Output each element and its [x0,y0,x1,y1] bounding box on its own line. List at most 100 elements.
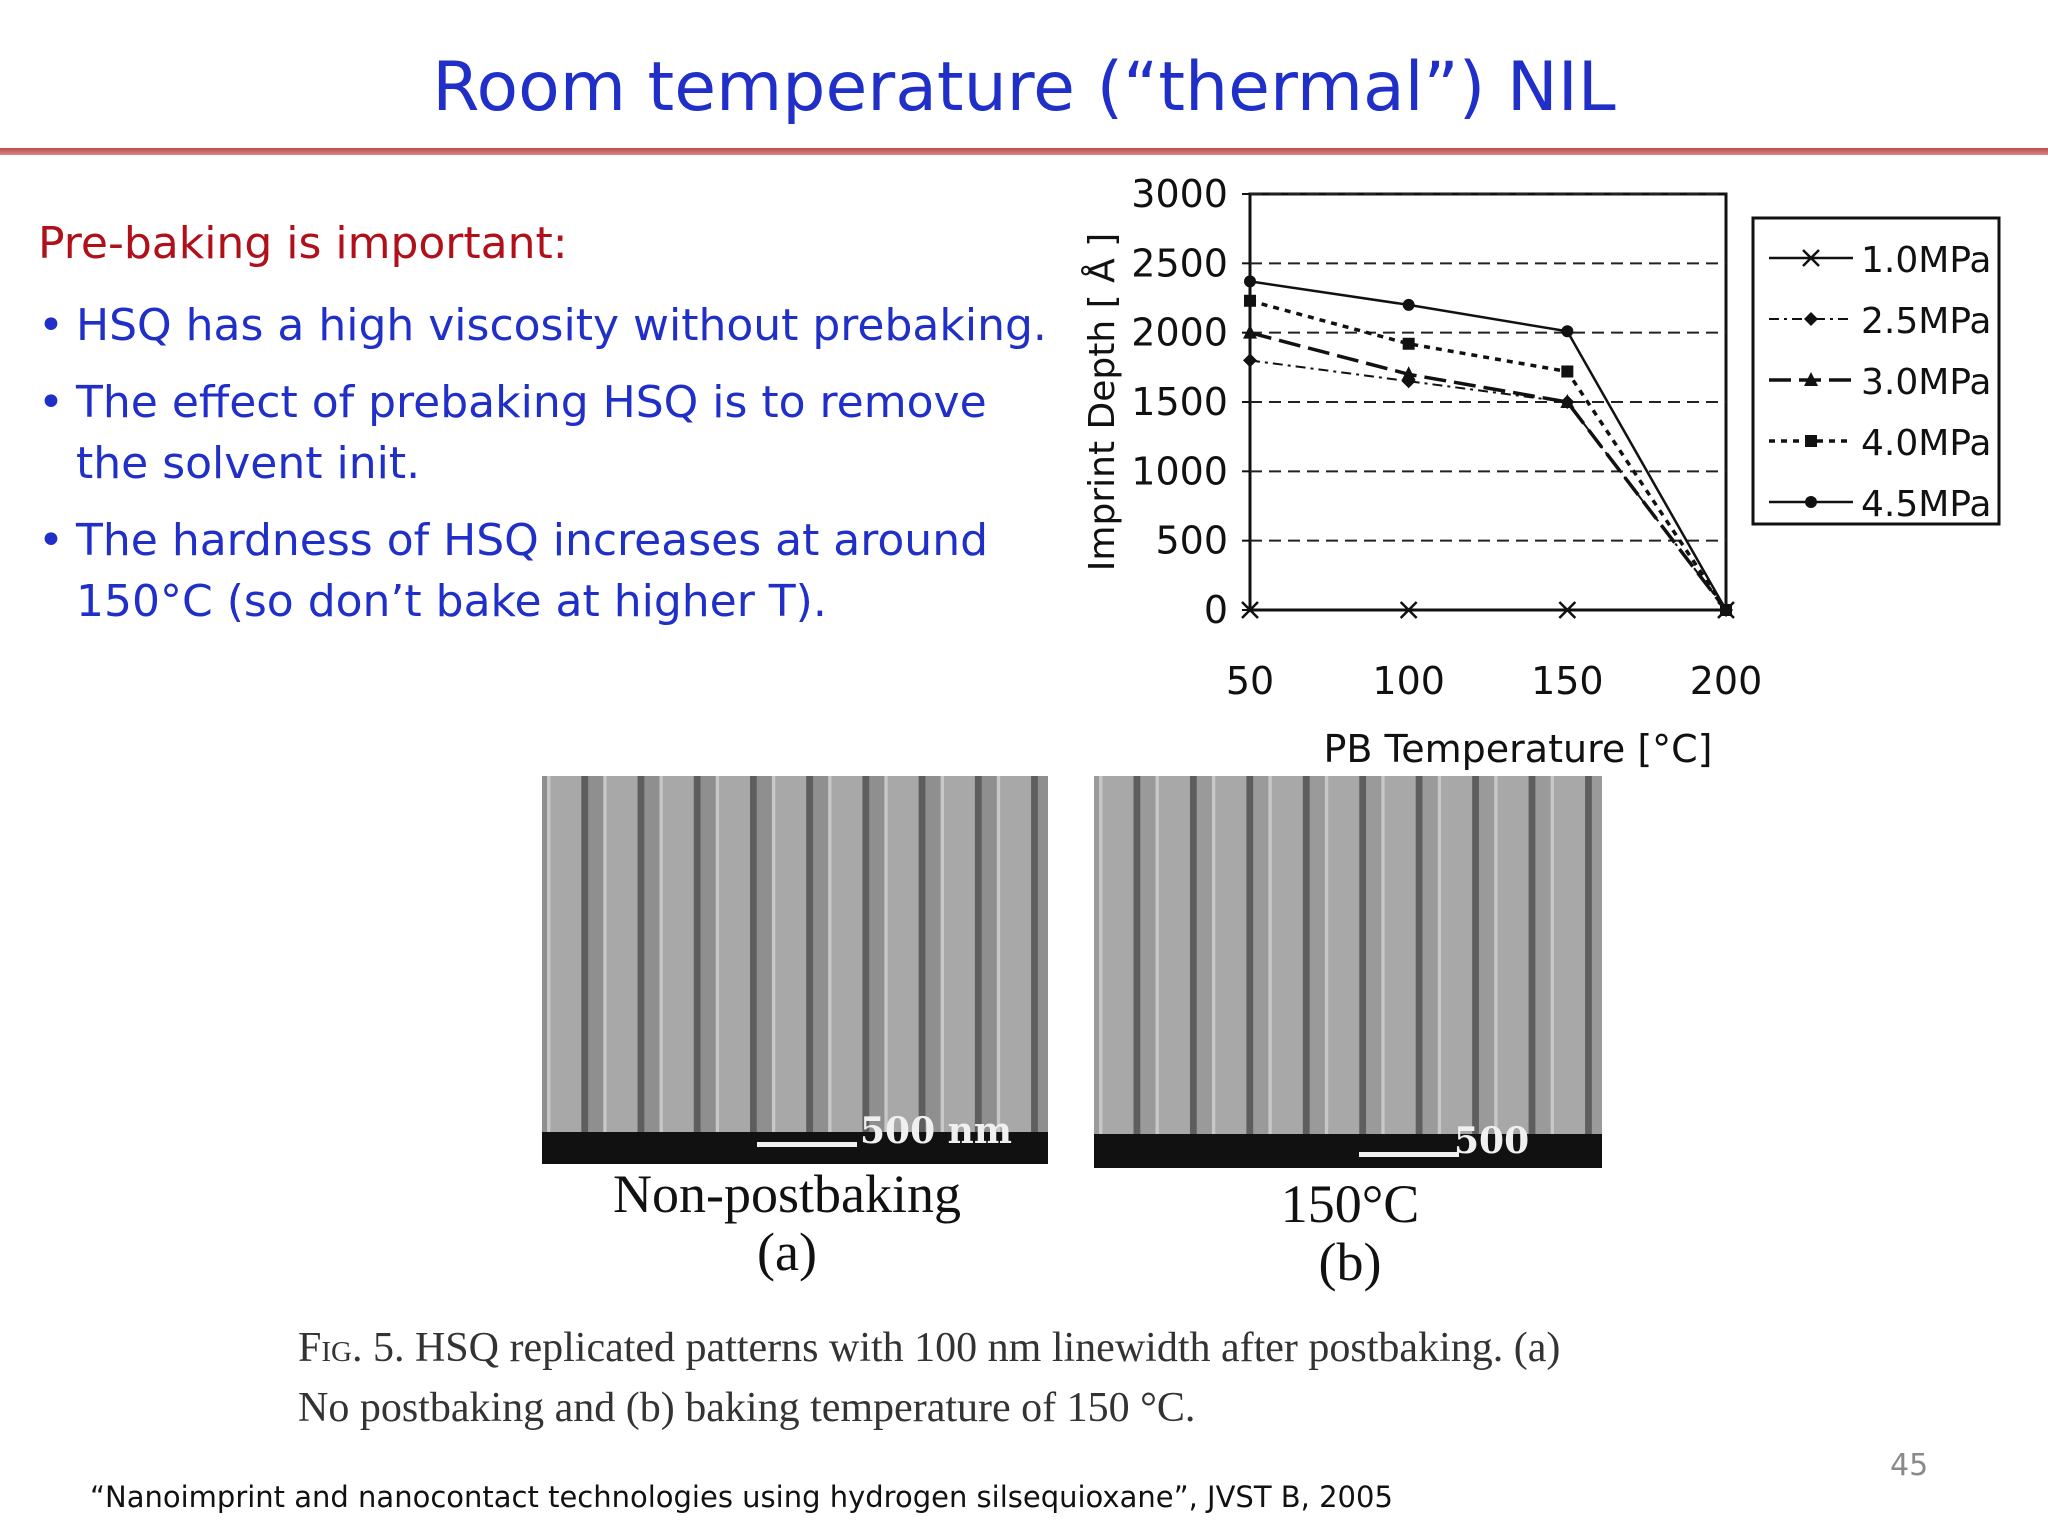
ridge-shadow [1246,776,1254,1134]
data-point [1560,394,1575,408]
scale-label: 500 nm [860,1110,1012,1152]
ridge-shadow [1528,776,1536,1134]
ridge [1271,776,1303,1134]
ridge [1497,776,1529,1134]
bullet-line: the solvent init. [76,438,421,489]
sem-label-b-line1: 150°C [1280,1174,1420,1234]
ridge [662,776,694,1132]
y-axis-label: Imprint Depth [ Å ] [1080,233,1123,571]
imprint-depth-chart: 0 500 1000 1500 2000 2500 3000 50 100 150 200 PB Te… [1080,172,2001,770]
ridge-shadow [693,776,701,1132]
ridge-highlight [1550,776,1555,1134]
bullet-line: 150°C (so don’t bake at higher T). [76,576,827,627]
x-tick-label: 200 [1690,659,1763,703]
ridge [1215,776,1247,1134]
data-point [1243,353,1257,368]
legend-marker [1805,496,1817,508]
reference-citation: “Nanoimprint and nanocontact technologie… [90,1480,1393,1514]
ridge-shadow [637,776,645,1132]
ridge [1554,776,1586,1134]
caption-fig-label: Fig. [298,1325,363,1371]
legend-marker [1804,312,1818,326]
ridge [550,776,582,1132]
x-axis-label: PB Temperature [°C] [1323,727,1712,770]
ridge [1158,776,1190,1134]
y-tick-label: 3000 [1131,172,1228,216]
caption-line-1: Fig. 5. HSQ replicated patterns with 100… [298,1318,1858,1378]
legend-marker [1802,249,1820,267]
ridge [1000,776,1032,1132]
bullet-line: HSQ has a high viscosity without prebaki… [76,300,1047,351]
legend-entry: 4.5MPa [1861,484,1991,525]
x-tick-label: 100 [1372,659,1445,703]
legend-marker [1804,372,1818,386]
ridge [831,776,863,1132]
ridge-pattern [1099,776,1592,1134]
ridge-shadow [1472,776,1479,1134]
scale-bar [1359,1152,1459,1157]
sem-image-b: 500 nm [1094,776,1602,1168]
y-tick-label: 1500 [1131,380,1228,424]
ridge [1102,776,1134,1134]
ridge [775,776,807,1132]
bullet-list: • HSQ has a high viscosity without preba… [38,295,1058,648]
ridge [1328,776,1360,1134]
ridge-highlight [1437,776,1442,1134]
x-tick-label: 150 [1531,659,1604,703]
y-tick-label: 0 [1204,588,1228,632]
y-tick-label: 2000 [1131,311,1228,355]
ridge-highlight [659,776,663,1132]
sem-label-b: 150°C (b) [1190,1175,1510,1291]
sem-image-a: 500 nm [542,776,1048,1164]
ridge-shadow [1585,776,1592,1134]
ridge-highlight [1268,776,1272,1134]
ridge [887,776,919,1132]
y-tick-label: 1000 [1131,449,1228,493]
ridge [1384,776,1416,1134]
data-point [1558,601,1577,619]
sem-substrate [1094,1134,1602,1168]
y-tick-label: 2500 [1131,241,1228,285]
y-tick-label: 500 [1155,519,1228,563]
bullet-dot: • [38,515,64,566]
bullet-dot: • [38,300,64,351]
ridge-highlight [603,776,607,1132]
ridge-shadow [974,776,982,1132]
data-point [1402,337,1415,350]
bullet-line: The hardness of HSQ increases at around [76,515,989,566]
ridge-shadow [581,776,589,1132]
sem-substrate [542,1132,1048,1164]
bullet-item: • HSQ has a high viscosity without preba… [38,295,1058,356]
legend-entry: 2.5MPa [1861,301,1991,342]
ridge [719,776,751,1132]
scale-label: 500 nm [1454,1120,1530,1168]
ridge-highlight [1099,776,1103,1134]
lead-text: Pre-baking is important: [38,218,568,269]
data-point [1720,604,1732,616]
legend-entry: 3.0MPa [1861,362,1991,403]
ridge [606,776,638,1132]
ridge-shadow [750,776,757,1132]
ridge-shadow [806,776,813,1132]
ridge-shadow [1359,776,1367,1134]
series-line [1249,280,1728,611]
data-point [1402,298,1415,311]
sem-label-a-line1: Non-postbaking [613,1164,961,1224]
bullet-line: The effect of prebaking HSQ is to remove [76,377,987,428]
sem-label-a: Non-postbaking (a) [542,1165,1032,1281]
ridge-highlight [940,776,944,1132]
bullet-item: • The effect of prebaking HSQ is to remo… [38,372,1058,494]
ridge-shadow [1133,776,1141,1134]
data-point [1399,601,1418,619]
ridge-highlight [715,776,720,1132]
ridge [1441,776,1473,1134]
ridge-highlight [884,776,888,1132]
ridge-shadow [1302,776,1310,1134]
page-number: 45 [1890,1448,1929,1483]
sem-label-b-line2: (b) [1318,1232,1382,1292]
ridge-highlight [1155,776,1159,1134]
x-tick-label: 50 [1226,659,1274,703]
data-point [1244,275,1256,288]
series-line [1249,299,1728,611]
ridge-highlight [1324,776,1329,1134]
